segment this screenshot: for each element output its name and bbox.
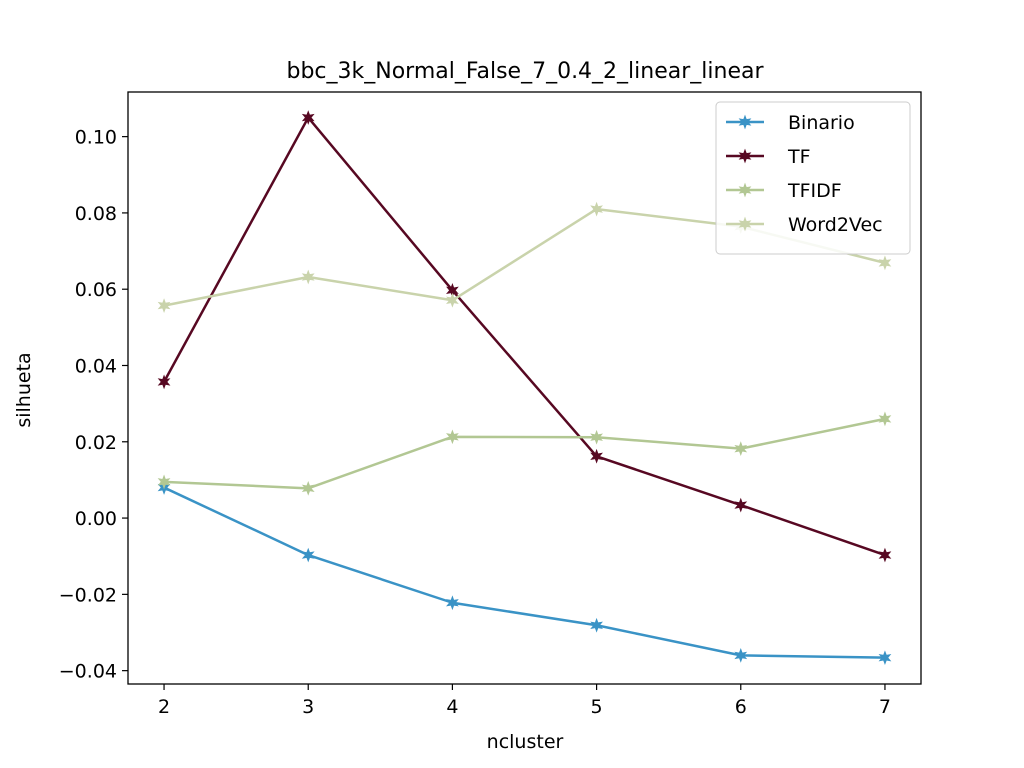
legend-label-tf: TF bbox=[787, 146, 811, 168]
data-point-tfidf bbox=[446, 429, 459, 445]
y-tick-label: −0.02 bbox=[59, 584, 117, 606]
data-point-tfidf bbox=[878, 411, 892, 427]
y-tick-label: 0.00 bbox=[75, 508, 117, 530]
data-point-tfidf bbox=[590, 429, 603, 445]
x-tick-label: 6 bbox=[735, 696, 747, 718]
legend-label-tfidf: TFIDF bbox=[787, 180, 842, 202]
data-point-tf bbox=[157, 374, 171, 390]
x-axis-label: ncluster bbox=[487, 731, 564, 753]
data-point-binario bbox=[734, 648, 748, 663]
y-tick-label: 0.10 bbox=[75, 127, 117, 149]
legend: Binario TF TFIDF Word2Vec bbox=[715, 101, 911, 255]
y-tick-label: 0.04 bbox=[75, 355, 117, 377]
data-point-tf bbox=[301, 110, 315, 125]
chart-title: bbc_3k_Normal_False_7_0.4_2_linear_linea… bbox=[286, 59, 764, 84]
x-tick-label: 3 bbox=[302, 696, 314, 718]
legend-label-binario: Binario bbox=[788, 112, 855, 134]
legend-marker-tf bbox=[738, 148, 752, 164]
data-point-tfidf bbox=[157, 474, 171, 490]
plot-area-frame bbox=[127, 91, 922, 685]
data-point-word2vec bbox=[446, 292, 459, 308]
data-point-binario bbox=[446, 595, 459, 611]
data-point-tf bbox=[590, 448, 603, 464]
axis-ticks: 2 3 4 5 6 7 −0.04 −0.02 0.00 0.02 0.04 0.06 0.08 0.10 bbox=[59, 127, 891, 718]
series-line-tf bbox=[162, 116, 886, 557]
legend-label-word2vec: Word2Vec bbox=[788, 214, 883, 236]
data-point-tfidf bbox=[734, 441, 748, 457]
x-tick-label: 7 bbox=[879, 696, 891, 718]
data-point-word2vec bbox=[878, 255, 892, 271]
series-line-tfidf bbox=[163, 417, 886, 490]
data-point-tf bbox=[734, 497, 748, 513]
legend-marker-tfidf bbox=[738, 182, 752, 198]
x-tick-label: 4 bbox=[446, 696, 458, 718]
data-point-tfidf bbox=[301, 480, 315, 496]
data-point-tf bbox=[878, 547, 892, 563]
data-point-binario bbox=[301, 547, 315, 563]
legend-marker-word2vec bbox=[738, 216, 752, 232]
x-tick-label: 2 bbox=[158, 696, 170, 718]
data-point-word2vec bbox=[590, 201, 603, 217]
legend-marker-binario bbox=[738, 114, 752, 130]
y-tick-label: 0.02 bbox=[75, 432, 117, 454]
data-point-word2vec bbox=[157, 298, 171, 313]
y-tick-label: 0.06 bbox=[75, 279, 117, 301]
legend-box bbox=[715, 101, 911, 255]
data-point-binario bbox=[590, 617, 603, 633]
data-point-word2vec bbox=[301, 269, 315, 285]
y-tick-label: 0.08 bbox=[75, 203, 117, 225]
x-tick-label: 5 bbox=[591, 696, 603, 718]
series-line-binario bbox=[163, 486, 885, 659]
y-tick-label: −0.04 bbox=[59, 661, 117, 683]
data-point-binario bbox=[878, 650, 892, 666]
y-axis-label: silhueta bbox=[13, 352, 35, 427]
